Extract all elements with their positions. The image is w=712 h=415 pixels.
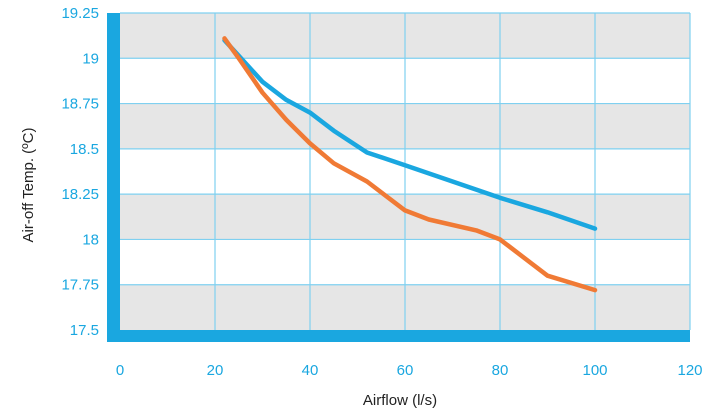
x-tick-label: 60 xyxy=(397,362,414,379)
y-tick-label: 18.75 xyxy=(61,96,99,113)
y-tick-label: 18.25 xyxy=(61,186,99,203)
y-tick-label: 18 xyxy=(82,231,99,248)
tick-labels: 0 20 40 60 80 100 120 17.5 17.75 18 18.25 18.5 18.75… xyxy=(61,5,702,379)
grid-lines xyxy=(120,12,691,330)
series-line xyxy=(222,36,598,293)
x-tick-label: 40 xyxy=(302,362,319,379)
x-tick-label: 100 xyxy=(582,362,607,379)
x-axis-title: Airflow (l/s) xyxy=(363,392,437,409)
y-tick-label: 19 xyxy=(82,50,99,67)
x-tick-label: 20 xyxy=(207,362,224,379)
y-tick-label: 17.75 xyxy=(61,277,99,294)
series-layer xyxy=(222,36,598,293)
x-tick-label: 80 xyxy=(492,362,509,379)
x-axis-bar xyxy=(107,330,690,342)
y-tick-label: 17.5 xyxy=(70,322,99,339)
y-axis-title: Air-off Temp. (ºC) xyxy=(20,128,37,243)
y-tick-label: 19.25 xyxy=(61,5,99,22)
x-tick-label: 120 xyxy=(677,362,702,379)
series-line xyxy=(222,37,598,231)
x-tick-label: 0 xyxy=(116,362,124,379)
y-tick-label: 18.5 xyxy=(70,141,99,158)
y-axis-bar xyxy=(107,13,120,342)
axes xyxy=(107,13,690,342)
